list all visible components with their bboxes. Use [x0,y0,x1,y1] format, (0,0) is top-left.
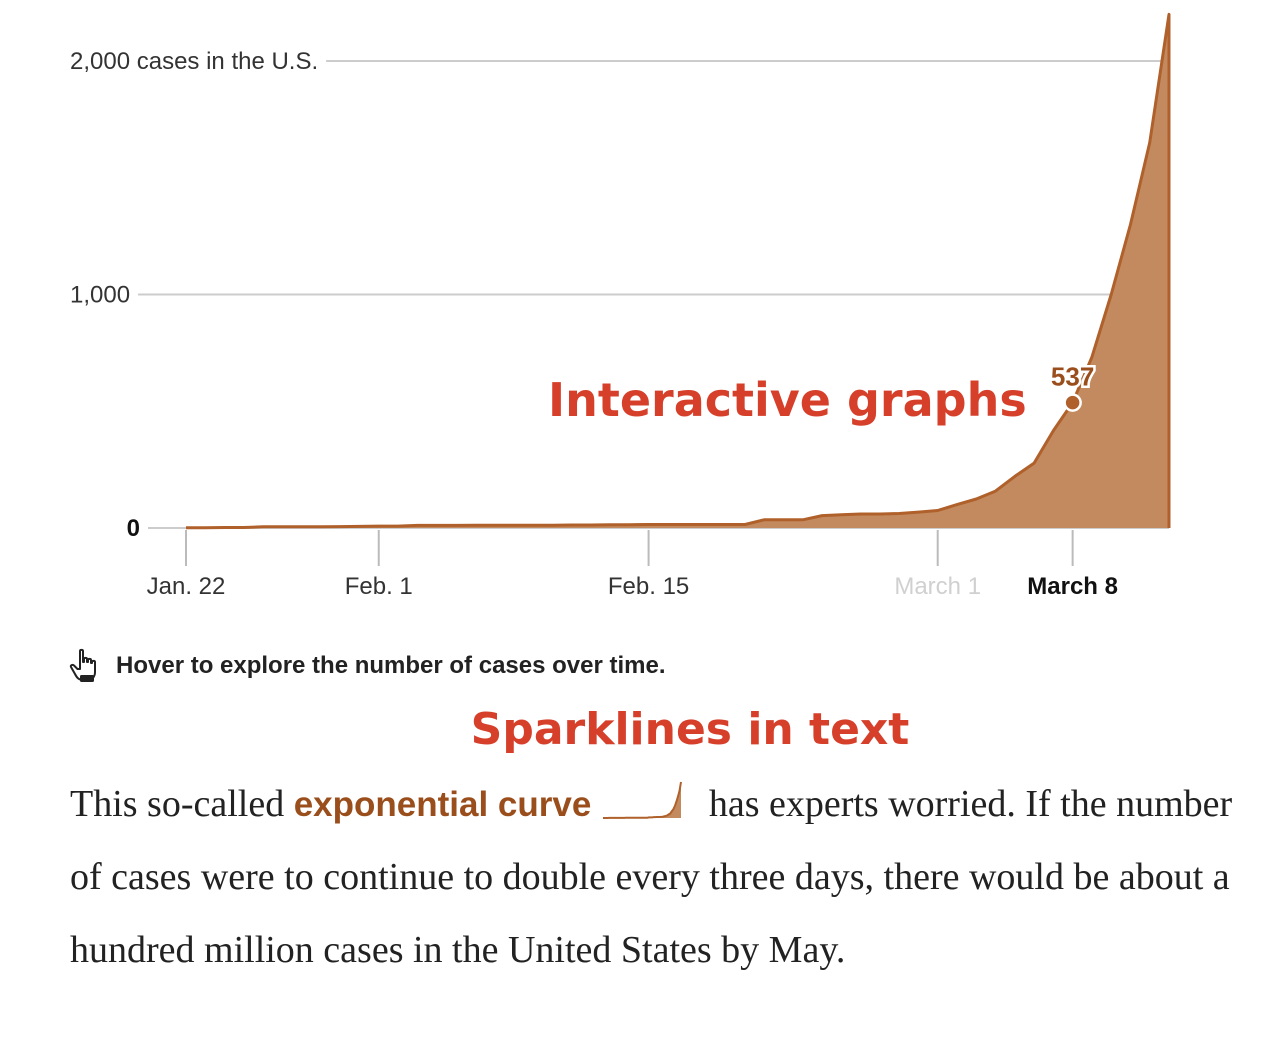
sparkline-line [603,781,683,819]
sparklines-annotation: Sparklines in text [470,704,910,755]
pointing-hand-icon [69,648,96,682]
area-line [186,12,1171,530]
area-fill [186,14,1169,529]
paragraph-after: has experts worried. If the number of ca… [70,783,1233,971]
y-tick-label: 2,000 cases in the U.S. [70,48,318,75]
sparkline[interactable] [601,778,685,822]
x-tick-label: Feb. 1 [345,573,413,600]
hover-hint: Hover to explore the number of cases ove… [68,648,666,684]
paragraph-before: This so-called [70,783,294,825]
exponential-curve-term[interactable]: exponential curve [293,785,592,824]
chart-area[interactable]: 0 1,000 2,000 cases in the U.S. Jan. 22 Feb.… [0,0,1288,640]
article-paragraph: This so-called exponential curve has exp… [70,768,1260,987]
hint-text: Hover to explore the number of cases ove… [116,652,666,679]
y-tick-label: 1,000 [70,282,130,309]
highlight-point [1063,393,1082,412]
sparkline-fill [603,782,682,818]
x-tick-label: Feb. 15 [608,573,689,600]
y-tick-label: 0 [127,515,140,542]
x-tick-label: March 1 [894,573,981,600]
highlight-value-label: 537 [1051,362,1094,392]
x-tick-label: March 8 [1027,573,1118,600]
interactive-graphs-annotation: Interactive graphs [548,373,1027,427]
cases-area-chart[interactable]: 0 1,000 2,000 cases in the U.S. Jan. 22 Feb.… [0,0,1288,640]
x-tick-label: Jan. 22 [147,573,226,600]
